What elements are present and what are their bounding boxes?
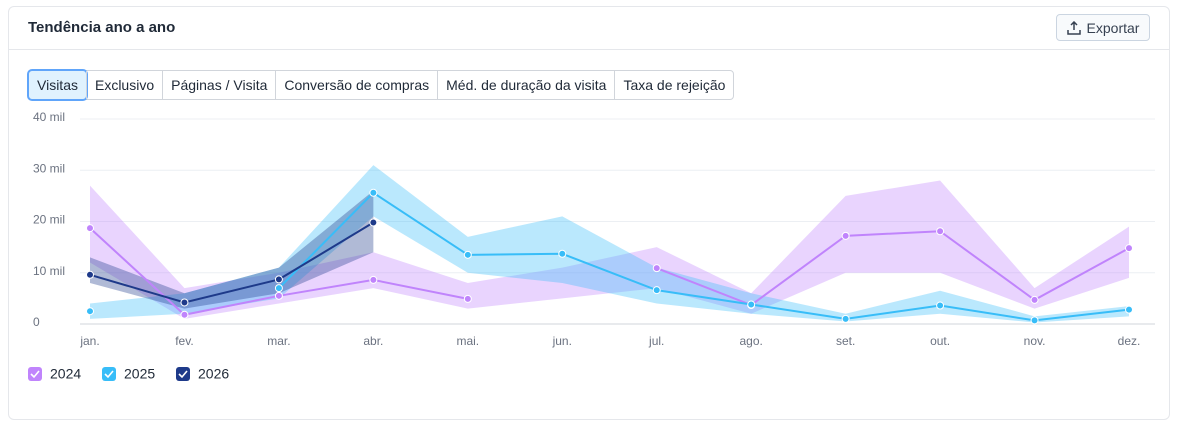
export-button[interactable]: Exportar	[1056, 14, 1150, 41]
y-tick-label: 30 mil	[33, 161, 65, 175]
x-tick-label: set.	[836, 334, 855, 348]
data-point	[274, 284, 283, 293]
x-tick-label: dez.	[1118, 334, 1141, 348]
y-tick-label: 0	[33, 315, 40, 329]
tab[interactable]: Conversão de compras	[275, 71, 437, 99]
legend-item[interactable]: 2026	[176, 366, 229, 382]
data-point	[369, 188, 378, 197]
legend-checkbox	[28, 367, 42, 381]
x-tick-label: ago.	[740, 334, 763, 348]
x-tick-label: fev.	[175, 334, 193, 348]
x-tick-label: mai.	[456, 334, 479, 348]
legend-label: 2024	[50, 366, 81, 382]
legend-label: 2026	[198, 366, 229, 382]
data-point	[180, 298, 189, 307]
data-point	[841, 231, 850, 240]
data-point	[463, 294, 472, 303]
legend-item[interactable]: 2024	[28, 366, 81, 382]
data-point	[1125, 244, 1133, 253]
series-line	[278, 191, 1130, 322]
x-tick-label: jul.	[648, 334, 664, 348]
legend-label: 2025	[124, 366, 155, 382]
data-point	[369, 275, 378, 284]
series-line	[89, 221, 374, 304]
tabs: Visitas Exclusivo Páginas / Visita Conversã…	[27, 69, 735, 101]
legend-item[interactable]: 2025	[102, 366, 155, 382]
data-point	[936, 227, 945, 236]
data-point	[86, 270, 94, 279]
data-point	[747, 300, 756, 309]
legend-check	[178, 370, 188, 379]
data-point	[86, 224, 94, 233]
y-tick-label: 40 mil	[33, 110, 65, 124]
data-point	[652, 286, 661, 295]
x-tick-label: jan.	[79, 334, 99, 348]
export-icon	[1066, 20, 1081, 35]
data-point	[841, 314, 850, 323]
title: Tendência ano a ano	[28, 19, 176, 36]
data-point	[180, 310, 189, 319]
tab[interactable]: Páginas / Visita	[162, 71, 275, 99]
legend-check	[30, 370, 40, 379]
range-band	[90, 190, 374, 309]
tab[interactable]: Taxa de rejeição	[614, 71, 733, 99]
x-tick-label: out.	[930, 334, 950, 348]
data-point	[1125, 305, 1133, 314]
data-point	[274, 291, 283, 300]
x-tick-label: mar.	[267, 334, 290, 348]
y-tick-label: 20 mil	[33, 213, 65, 227]
x-tick-label: abr.	[363, 334, 383, 348]
data-point	[274, 275, 283, 284]
legend-check	[104, 370, 114, 379]
range-band	[90, 165, 1129, 323]
data-point	[369, 218, 378, 227]
export-label: Exportar	[1086, 19, 1140, 36]
data-point	[463, 250, 472, 259]
legend-checkbox	[102, 367, 116, 381]
x-tick-label: jun.	[552, 334, 572, 348]
data-point	[1030, 295, 1039, 304]
card: Tendência ano a ano Exportar Visitas Excl…	[8, 6, 1170, 420]
tab[interactable]: Visitas	[27, 69, 88, 101]
tab[interactable]: Méd. de duração da visita	[437, 71, 614, 99]
tab[interactable]: Exclusivo	[85, 71, 162, 99]
data-point	[936, 301, 945, 310]
data-point	[652, 264, 661, 273]
data-point	[86, 307, 94, 316]
legend-checkbox	[176, 367, 190, 381]
separator	[9, 49, 1169, 50]
x-tick-label: nov.	[1024, 334, 1046, 348]
data-point	[1030, 316, 1039, 325]
y-tick-label: 10 mil	[33, 264, 65, 278]
data-point	[558, 249, 567, 258]
